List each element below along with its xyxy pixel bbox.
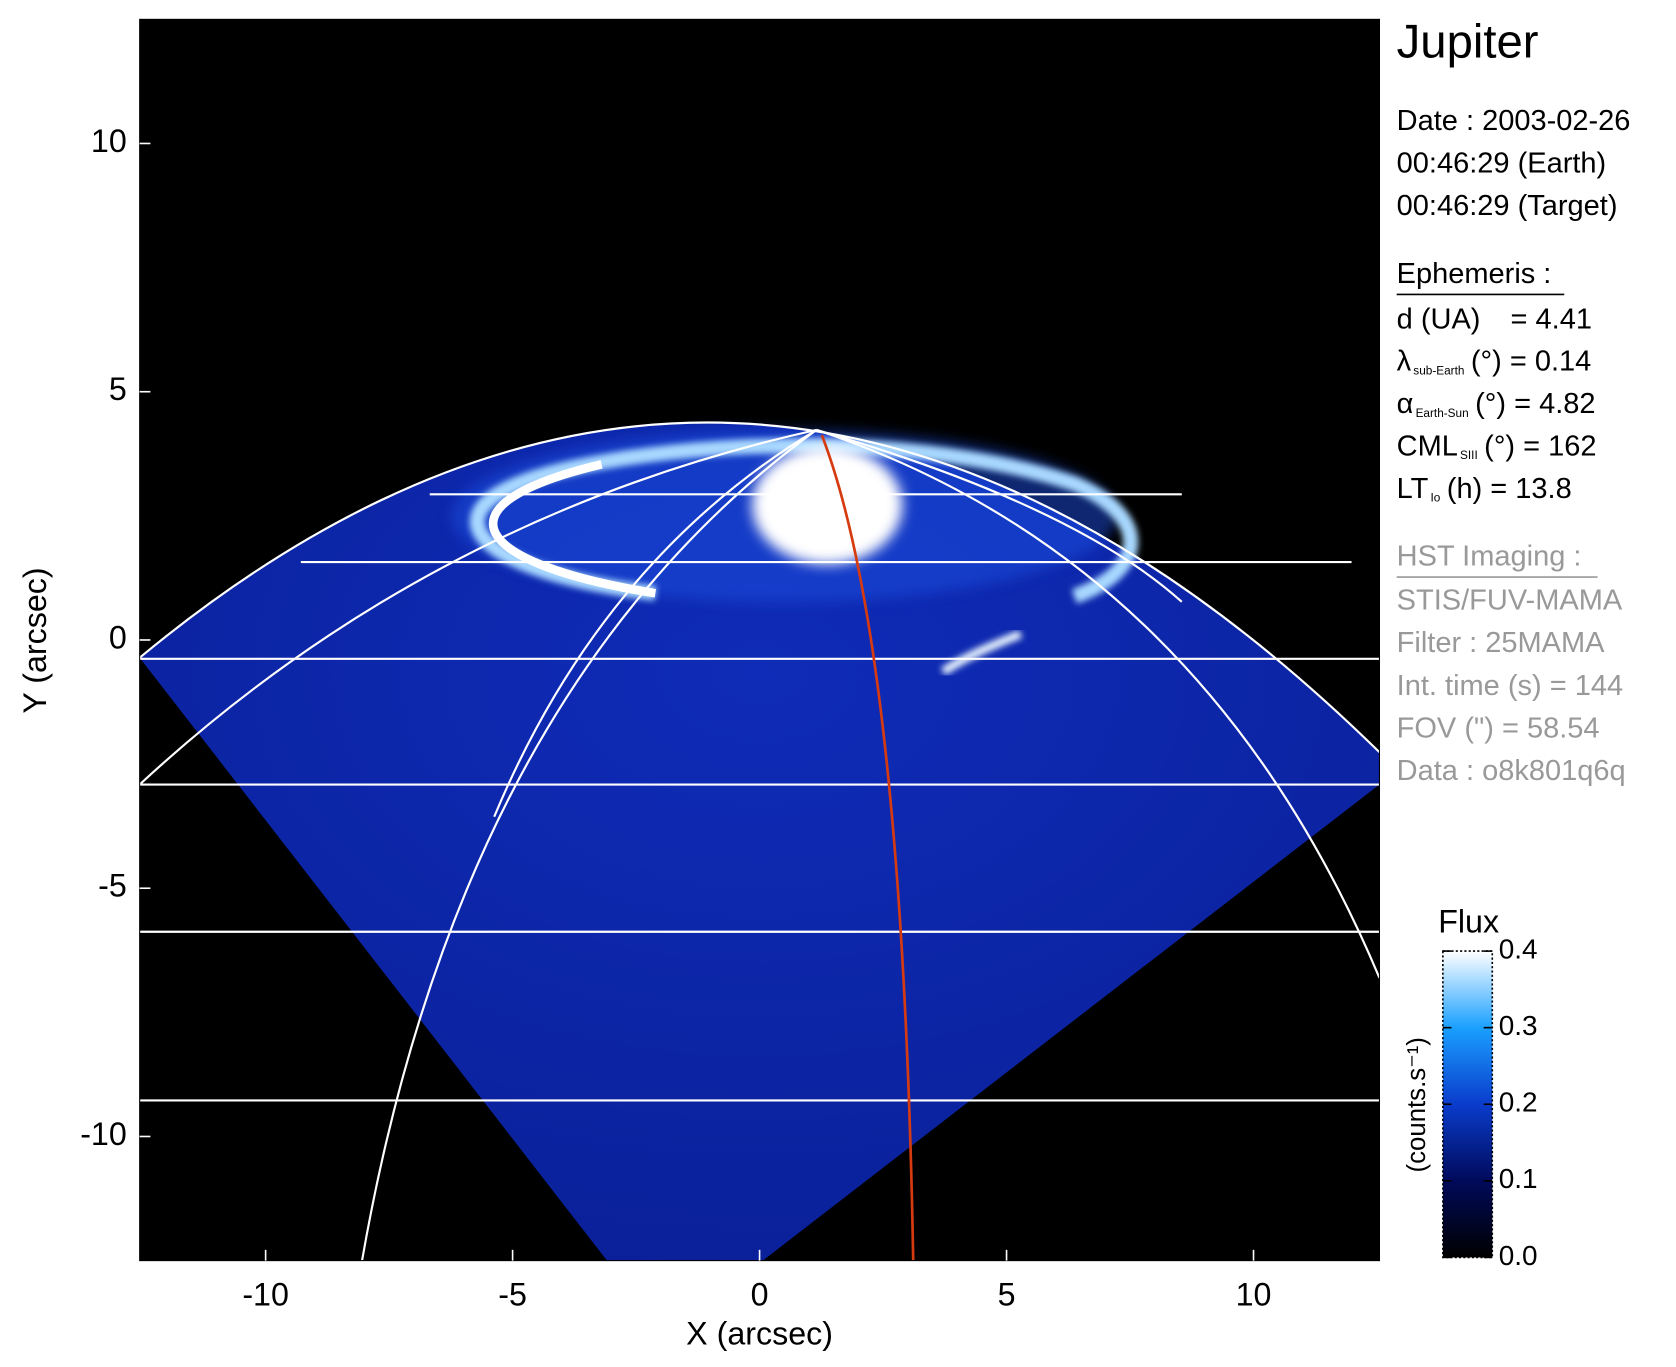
title: Jupiter	[1397, 16, 1539, 69]
image	[139, 19, 1380, 1261]
y-tick-label: -5	[98, 868, 127, 904]
x-tick-label: 10	[1236, 1277, 1272, 1313]
ephemeris-row: CML SIII (°) = 162	[1397, 430, 1597, 462]
date-line: 00:46:29 (Target)	[1397, 190, 1618, 222]
imaging-row: Filter : 25MAMA	[1397, 627, 1605, 659]
y-tick-label: 10	[91, 123, 127, 159]
y-tick-label: 0	[109, 619, 127, 655]
colorbar-tick-label: 0.1	[1499, 1163, 1538, 1194]
ephemeris-heading: Ephemeris :	[1397, 258, 1552, 290]
ephemeris-label: CML	[1397, 430, 1458, 462]
disk	[139, 422, 1380, 1261]
aurora-arc	[488, 460, 657, 598]
ephemeris-subscript: Io	[1431, 491, 1441, 505]
imaging-heading: HST Imaging :	[1397, 540, 1582, 572]
ephemeris-subscript: Earth-Sun	[1416, 406, 1469, 420]
colorbar-tick-label: 0.3	[1499, 1010, 1538, 1041]
date-line: 00:46:29 (Earth)	[1397, 148, 1607, 180]
y-tick-label: -10	[80, 1116, 127, 1152]
aurora-oval	[469, 438, 1139, 604]
ephemeris-row: d (UA) = 4.41	[1397, 303, 1592, 335]
meridian-marker	[820, 434, 915, 1261]
imaging-row: FOV (") = 58.54	[1397, 712, 1600, 744]
x-tick-label: 0	[751, 1277, 769, 1313]
imaging-row: Data : o8k801q6q	[1397, 755, 1626, 787]
imaging-row: STIS/FUV-MAMA	[1397, 584, 1623, 616]
date-line: Date : 2003-02-26	[1397, 105, 1631, 137]
x-tick-label: 5	[998, 1277, 1016, 1313]
ephemeris-label: α	[1397, 388, 1414, 420]
ephemeris-row: λ sub-Earth (°) = 0.14	[1397, 345, 1592, 377]
ephemeris-subscript: SIII	[1460, 448, 1478, 462]
ephemeris-subscript: sub-Earth	[1413, 363, 1464, 377]
colorbar-label: (counts.s⁻¹)	[1403, 1037, 1431, 1172]
x-tick-label: -5	[498, 1277, 527, 1313]
x-axis-label: X (arcsec)	[686, 1315, 833, 1351]
colorbar-title: Flux	[1438, 904, 1499, 940]
ephemeris-value: (°) = 0.14	[1471, 345, 1591, 377]
ephemeris-label: λ	[1397, 345, 1412, 377]
ephemeris-row: α Earth-Sun (°) = 4.82	[1397, 388, 1596, 420]
ephemeris-value: (°) = 4.82	[1475, 388, 1595, 420]
y-tick-label: 5	[109, 371, 127, 407]
aurora-spot	[752, 445, 903, 565]
ephemeris-value: (°) = 162	[1484, 430, 1596, 462]
x-tick-label: -10	[242, 1277, 289, 1313]
ephemeris-value: (h) = 13.8	[1447, 473, 1572, 505]
colorbar-tick-label: 0.0	[1499, 1240, 1538, 1271]
footprint	[940, 630, 1023, 676]
ephemeris-label: LT	[1397, 473, 1429, 505]
y-axis-label: Y (arcsec)	[17, 567, 53, 713]
colorbar-tick-label: 0.2	[1499, 1087, 1538, 1118]
colorbar-tick-label: 0.4	[1499, 933, 1538, 964]
ephemeris-value: = 4.41	[1511, 303, 1592, 335]
ephemeris-label: d (UA)	[1397, 303, 1481, 335]
imaging-row: Int. time (s) = 144	[1397, 670, 1623, 702]
ephemeris-row: LT Io (h) = 13.8	[1397, 473, 1572, 505]
grid-overlay	[139, 421, 1380, 1261]
